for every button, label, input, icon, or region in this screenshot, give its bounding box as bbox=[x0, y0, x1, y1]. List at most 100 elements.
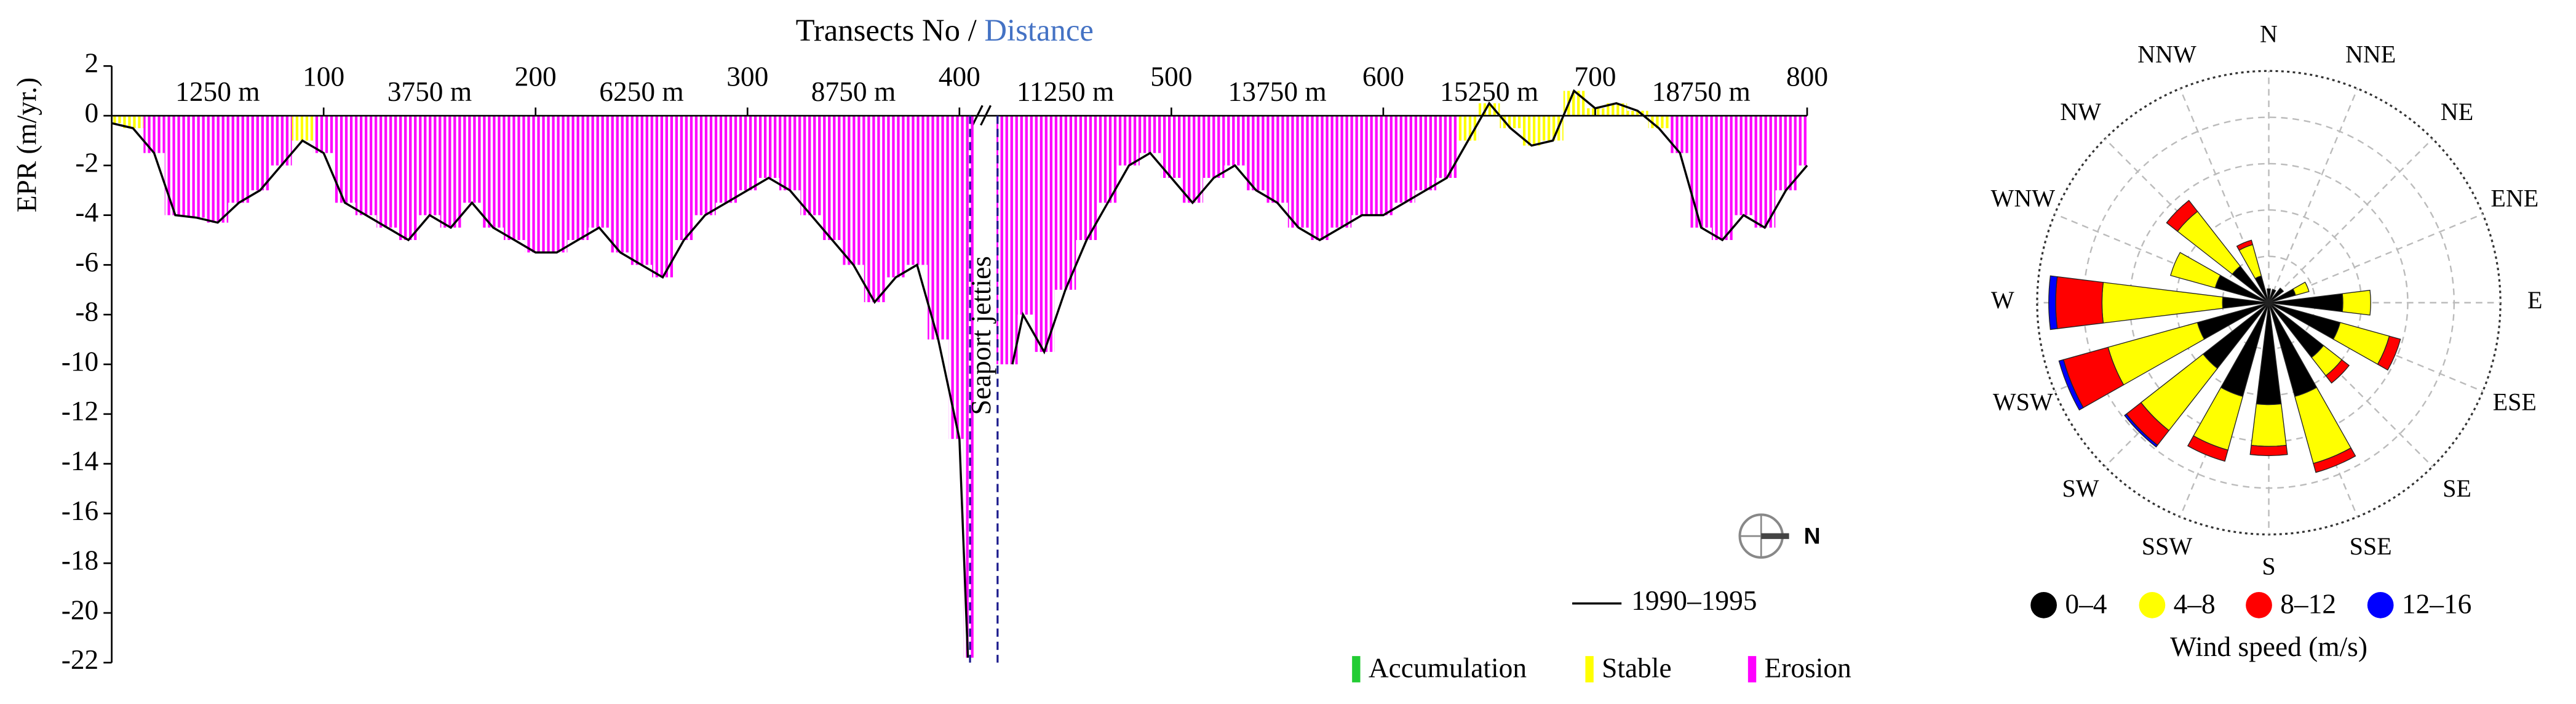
epr-bar bbox=[419, 116, 440, 215]
x2-tick-label: 8750 m bbox=[811, 76, 896, 107]
x-tick-label: 300 bbox=[726, 62, 768, 92]
wind-segment bbox=[2058, 359, 2084, 411]
epr-bar bbox=[928, 116, 949, 340]
epr-bar bbox=[1330, 116, 1352, 228]
epr-bar bbox=[249, 116, 271, 191]
direction-label: ENE bbox=[2491, 184, 2538, 212]
epr-bar bbox=[292, 116, 313, 141]
epr-bar bbox=[737, 116, 758, 191]
wind-segment bbox=[2101, 282, 2224, 324]
x2-tick-label: 18750 m bbox=[1652, 76, 1751, 107]
wind-segment bbox=[2325, 359, 2350, 384]
direction-label: SW bbox=[2062, 474, 2099, 502]
legend-label: 8–12 bbox=[2280, 588, 2336, 619]
title-distance: Distance bbox=[984, 12, 1094, 47]
wind-segment bbox=[2268, 287, 2284, 303]
epr-bar bbox=[376, 116, 398, 228]
epr-bar bbox=[1017, 116, 1034, 315]
direction-label: ESE bbox=[2493, 388, 2537, 416]
y-tick-label: -20 bbox=[62, 594, 99, 625]
legend-swatch bbox=[2367, 591, 2394, 618]
epr-bar bbox=[652, 116, 674, 278]
wind-segment bbox=[2313, 447, 2356, 473]
direction-label: E bbox=[2527, 286, 2542, 314]
x2-tick-label: 3750 m bbox=[388, 76, 472, 107]
wind-segment bbox=[2187, 435, 2228, 462]
epr-bar bbox=[228, 116, 250, 203]
direction-label: SE bbox=[2443, 474, 2471, 502]
epr-bar bbox=[779, 116, 801, 191]
title-main: Transects No / bbox=[796, 12, 977, 47]
class-swatch bbox=[1352, 656, 1361, 682]
y-tick-label: -10 bbox=[62, 346, 99, 377]
epr-bar bbox=[1351, 116, 1373, 215]
epr-bar bbox=[504, 116, 525, 241]
wind-segment bbox=[2249, 444, 2288, 457]
epr-bar bbox=[715, 116, 737, 203]
epr-bar bbox=[1563, 90, 1585, 116]
epr-bar bbox=[1733, 116, 1754, 215]
epr-bar bbox=[1266, 116, 1288, 203]
y-tick-label: -4 bbox=[75, 197, 98, 228]
epr-bar bbox=[1521, 116, 1543, 146]
legend-title: Wind speed (m/s) bbox=[2170, 631, 2367, 662]
epr-bar bbox=[143, 116, 165, 153]
x-tick-label: 400 bbox=[939, 62, 980, 92]
epr-bar bbox=[207, 116, 229, 223]
epr-bar bbox=[1224, 116, 1246, 166]
epr-bar bbox=[864, 116, 886, 303]
direction-label: NE bbox=[2441, 98, 2473, 126]
y-tick-label: 0 bbox=[85, 97, 99, 128]
epr-bar bbox=[1542, 116, 1564, 141]
epr-bar bbox=[164, 116, 186, 215]
epr-bar bbox=[630, 116, 653, 265]
wind-segment bbox=[2124, 413, 2158, 448]
class-label: Accumulation bbox=[1369, 653, 1527, 684]
y-tick-label: -16 bbox=[62, 495, 99, 526]
class-label: Stable bbox=[1602, 653, 1671, 684]
direction-label: SSW bbox=[2142, 532, 2193, 560]
legend-swatch bbox=[2246, 591, 2272, 618]
epr-bar bbox=[588, 116, 610, 228]
x2-tick-label: 6250 m bbox=[599, 76, 683, 107]
epr-bar bbox=[1182, 116, 1204, 203]
epr-bar bbox=[1796, 116, 1808, 166]
epr-bar bbox=[1203, 116, 1225, 178]
epr-bar bbox=[948, 116, 964, 439]
epr-bar bbox=[1372, 116, 1394, 215]
epr-bar bbox=[1054, 116, 1076, 290]
wind-segment bbox=[2267, 288, 2272, 303]
legend-label: 1990–1995 bbox=[1631, 585, 1757, 616]
y-tick-label: -2 bbox=[75, 147, 98, 178]
epr-bar bbox=[397, 116, 419, 241]
legend-label: 4–8 bbox=[2174, 588, 2216, 619]
epr-bar bbox=[1415, 116, 1437, 191]
wind-segment bbox=[2292, 281, 2310, 296]
y-tick-label: -12 bbox=[62, 396, 99, 426]
epr-bar bbox=[1605, 103, 1628, 116]
epr-bar bbox=[1033, 116, 1055, 352]
epr-bar bbox=[1139, 116, 1161, 153]
wind-segment bbox=[2170, 252, 2221, 289]
direction-label: W bbox=[1991, 286, 2014, 314]
epr-bar bbox=[758, 116, 779, 178]
epr-bar bbox=[963, 116, 974, 658]
direction-label: NNE bbox=[2345, 40, 2396, 68]
epr-bar bbox=[482, 116, 504, 228]
epr-bar bbox=[821, 116, 843, 241]
wind-segment bbox=[2048, 275, 2058, 330]
x-tick-label: 100 bbox=[303, 62, 344, 92]
epr-bar bbox=[1076, 116, 1097, 241]
epr-bar bbox=[673, 116, 695, 241]
direction-label: S bbox=[2262, 553, 2275, 580]
epr-bar bbox=[1754, 116, 1776, 228]
legend-label: 12–16 bbox=[2402, 588, 2471, 619]
epr-bar bbox=[440, 116, 462, 228]
x-tick-label: 200 bbox=[515, 62, 557, 92]
epr-bar bbox=[186, 116, 207, 218]
direction-label: WSW bbox=[1993, 388, 2053, 416]
direction-label: NNW bbox=[2137, 40, 2196, 68]
wind-segment bbox=[2166, 199, 2198, 232]
